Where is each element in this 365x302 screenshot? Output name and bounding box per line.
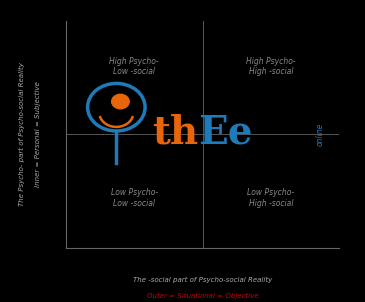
Text: The -social part of Psycho-social Reality: The -social part of Psycho-social Realit… — [133, 277, 272, 283]
Text: Inner = Personal = Subjective: Inner = Personal = Subjective — [35, 82, 41, 187]
Text: High Psycho-
High -social: High Psycho- High -social — [246, 57, 296, 76]
Text: High Psycho-
Low -social: High Psycho- Low -social — [110, 57, 159, 76]
Text: Low Psycho-
Low -social: Low Psycho- Low -social — [111, 188, 158, 207]
Text: Ee: Ee — [199, 113, 253, 151]
Text: online: online — [316, 123, 325, 146]
Circle shape — [112, 94, 129, 109]
Text: th: th — [152, 113, 199, 151]
Text: Outer = Situational = Objective: Outer = Situational = Objective — [147, 293, 258, 299]
Text: The Psycho- part of Psycho-social Reality: The Psycho- part of Psycho-social Realit… — [19, 63, 25, 206]
Text: Low Psycho-
High -social: Low Psycho- High -social — [247, 188, 295, 207]
